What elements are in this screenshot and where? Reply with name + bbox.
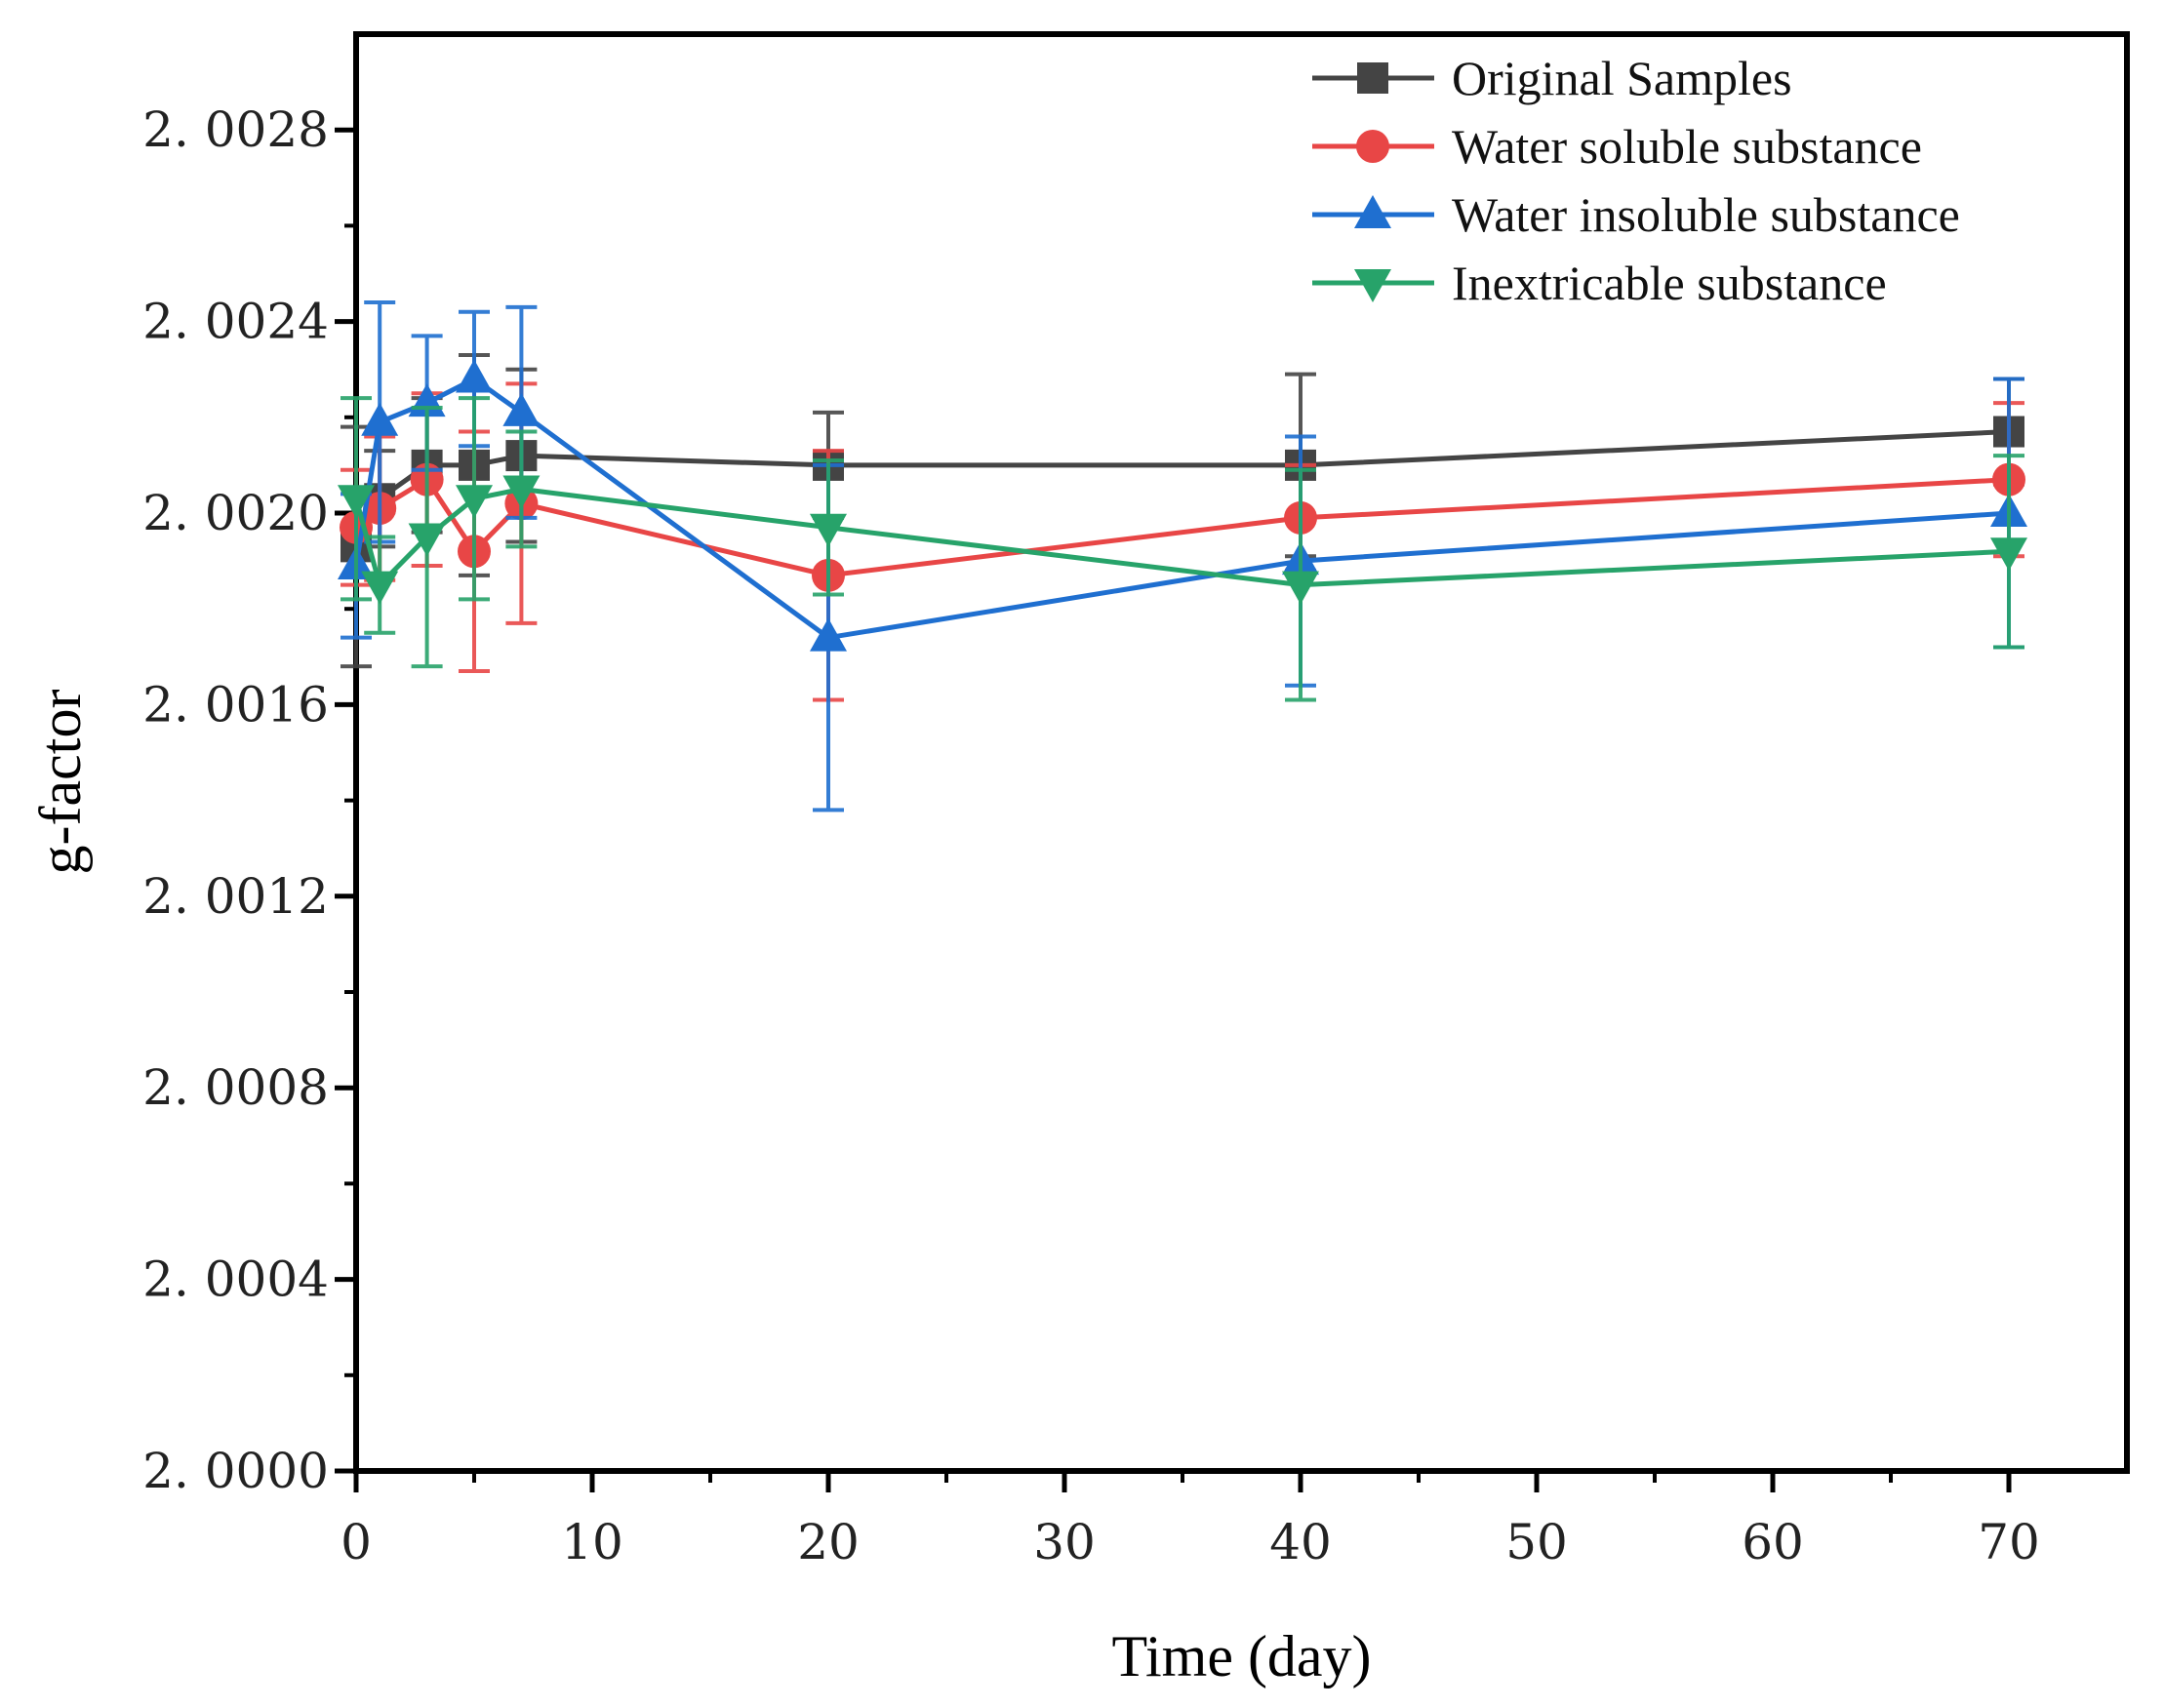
data-point <box>502 475 541 509</box>
x-axis: 0 10 20 30 40 50 60 70 <box>341 1471 2040 1570</box>
data-point <box>502 392 541 426</box>
legend-label: Water insoluble substance <box>1452 187 1960 242</box>
legend-marker <box>1357 62 1388 94</box>
x-tick-label: 70 <box>1978 1514 2040 1570</box>
data-point <box>361 571 399 605</box>
legend-label: Original Samples <box>1452 51 1792 105</box>
x-tick-label: 30 <box>1033 1514 1096 1570</box>
data-point <box>810 513 847 547</box>
legend-item: Water soluble substance <box>1312 119 1922 174</box>
legend-item: Original Samples <box>1312 51 1792 105</box>
legend-marker <box>1354 195 1391 228</box>
legend-marker <box>1356 130 1389 163</box>
plot-frame <box>353 31 2130 1474</box>
x-tick-label: 0 <box>341 1514 372 1570</box>
x-tick-label: 50 <box>1505 1514 1568 1570</box>
data-point <box>810 617 847 652</box>
data-point <box>408 523 446 557</box>
y-tick-label: 2. 0008 <box>142 1059 329 1116</box>
data-point <box>338 485 375 519</box>
x-tick-label: 60 <box>1742 1514 1804 1570</box>
y-tick-label: 2. 0028 <box>142 101 329 158</box>
y-tick-label: 2. 0024 <box>142 294 329 350</box>
series-layer <box>338 299 2027 813</box>
data-point <box>456 485 493 519</box>
series-4 <box>338 396 2027 702</box>
legend-item: Inextricable substance <box>1312 256 1887 310</box>
legend-label: Inextricable substance <box>1452 256 1887 310</box>
legend-item: Water insoluble substance <box>1312 187 1960 242</box>
data-point <box>1282 571 1319 605</box>
y-tick-label: 2. 0020 <box>142 485 329 541</box>
y-tick-label: 2. 0004 <box>142 1251 329 1308</box>
y-axis-title: g-factor <box>28 690 93 875</box>
data-point <box>361 402 399 436</box>
x-tick-label: 10 <box>561 1514 623 1570</box>
legend: Original Samples Water soluble substance W… <box>1312 51 1960 310</box>
x-tick-label: 40 <box>1269 1514 1332 1570</box>
y-tick-label: 2. 0016 <box>142 676 329 733</box>
x-axis-title: Time (day) <box>1111 1624 1371 1688</box>
data-point <box>1990 537 2027 572</box>
x-tick-label: 20 <box>797 1514 860 1570</box>
legend-marker <box>1354 269 1391 302</box>
y-tick-label: 2. 0012 <box>142 868 329 925</box>
legend-label: Water soluble substance <box>1452 119 1922 174</box>
data-point <box>456 359 493 393</box>
y-axis: 2. 0000 2. 0004 2. 0008 2. 0012 2. 0016 2. 00… <box>142 101 356 1499</box>
y-tick-label: 2. 0000 <box>142 1443 329 1499</box>
